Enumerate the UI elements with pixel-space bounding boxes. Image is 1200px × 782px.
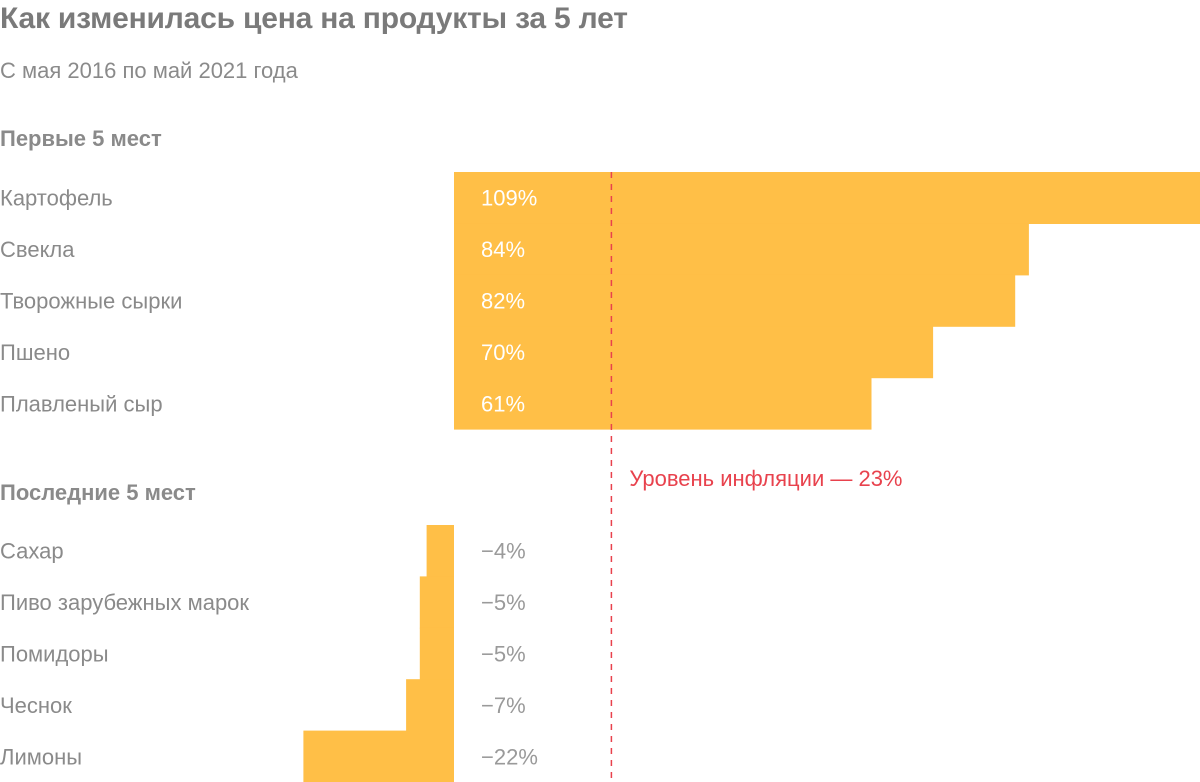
- category-label: Сахар: [0, 539, 64, 564]
- bar-bottom-1: [426, 525, 454, 577]
- category-label: Пшено: [0, 340, 70, 365]
- value-label: −5%: [481, 642, 526, 667]
- value-label: 109%: [481, 186, 537, 211]
- value-label: 70%: [481, 340, 525, 365]
- bar-bottom-2: [419, 576, 454, 629]
- group-title-1: Первые 5 мест: [0, 126, 162, 151]
- value-label: −7%: [481, 693, 526, 718]
- value-label: 84%: [481, 237, 525, 262]
- bar-bottom-4: [406, 679, 454, 732]
- group-title-2: Последние 5 мест: [0, 480, 196, 505]
- bar-top-1: [454, 172, 1200, 224]
- category-label: Картофель: [0, 186, 113, 211]
- category-label: Пиво зарубежных марок: [0, 590, 249, 615]
- value-label: −22%: [481, 744, 538, 769]
- category-label: Свекла: [0, 237, 75, 262]
- category-label: Творожные сырки: [0, 289, 182, 314]
- bar-bottom-5: [303, 730, 454, 782]
- chart-title: Как изменилась цена на продукты за 5 лет: [0, 2, 628, 35]
- chart-subtitle: С мая 2016 по май 2021 года: [0, 58, 298, 83]
- bar-top-3: [454, 274, 1016, 327]
- bar-bottom-3: [419, 627, 454, 680]
- bar-top-4: [454, 326, 934, 379]
- value-label: −4%: [481, 539, 526, 564]
- category-label: Помидоры: [0, 642, 109, 667]
- value-label: 61%: [481, 391, 525, 416]
- inflation-label: Уровень инфляции — 23%: [629, 466, 902, 491]
- bar-top-2: [454, 223, 1029, 276]
- value-label: −5%: [481, 590, 526, 615]
- category-label: Чеснок: [0, 693, 72, 718]
- bar-top-5: [454, 377, 872, 430]
- value-label: 82%: [481, 289, 525, 314]
- category-label: Плавленый сыр: [0, 391, 163, 416]
- category-label: Лимоны: [0, 744, 82, 769]
